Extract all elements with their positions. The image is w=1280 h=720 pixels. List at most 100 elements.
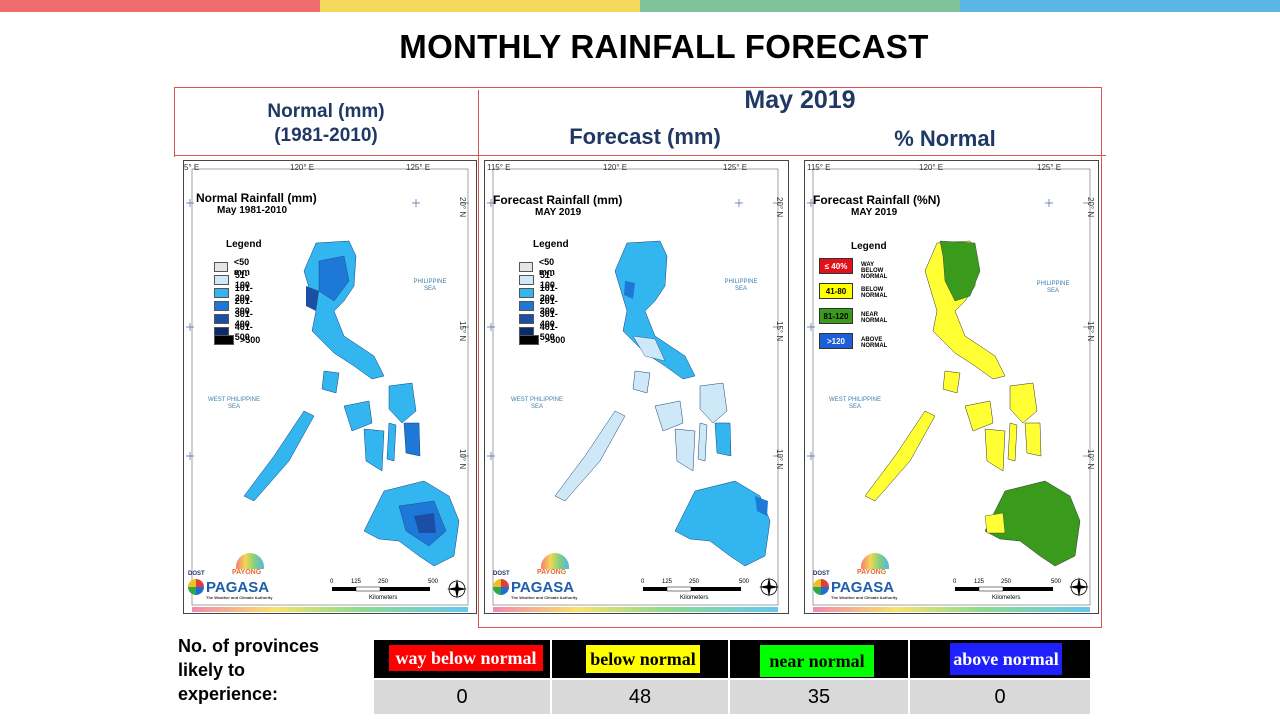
grid-line-mid (478, 90, 479, 627)
legend-item: <50 mm (214, 257, 256, 277)
sea-label-west: WEST PHILIPPINE SEA (829, 397, 881, 410)
grid-line-panel-bottom (478, 627, 1102, 628)
pagasa-logo: DOST PAYONG PAGASA The Weather and Clima… (489, 553, 579, 605)
map-panel-normal: 5° E 120° E 125° E 20° N 15° N 10° N Nor… (183, 160, 477, 614)
map-panel-forecast: 115° E 120° E 125° E 20° N 15° N 10° N F… (484, 160, 789, 614)
grid-line-header-bottom (174, 155, 1106, 156)
panel-subtitle-normal: May 1981-2010 (217, 205, 288, 216)
lon-label-120: 120° E (919, 163, 944, 172)
category-label-above: above normal (950, 643, 1062, 675)
island-cebu (1007, 422, 1018, 462)
island-cebu (386, 422, 397, 462)
lat-label-15: 15° N (1086, 321, 1095, 342)
map-forecast (487, 168, 781, 612)
island-samar (699, 382, 728, 424)
island-mindanao (674, 480, 771, 567)
legend-title-forecast: Legend (533, 239, 569, 250)
legend-label: ABOVE NORMAL (861, 337, 888, 349)
panel-title-forecast: Forecast Rainfall (mm) (493, 193, 623, 207)
bar-segment-yellow (320, 0, 640, 12)
legend-label: BELOW NORMAL (861, 287, 888, 299)
region-mindanao-darker (414, 513, 436, 533)
region-luzon-dark (624, 281, 635, 299)
lon-label-120: 120° E (290, 163, 315, 172)
legend-label: NEAR NORMAL (861, 312, 888, 324)
lat-label-20: 20° N (458, 197, 467, 218)
scale-tick-125: 125 (974, 579, 985, 585)
normal-header-line2: (1981-2010) (274, 125, 378, 146)
legend-item: >500 (214, 335, 260, 345)
sea-label-philippine: PHILIPPINE SEA (1036, 281, 1070, 294)
sea-label-philippine: PHILIPPINE SEA (724, 279, 758, 292)
category-label-near: near normal (760, 645, 874, 677)
legend-swatch: >120 (819, 333, 853, 349)
scale-tick-500: 500 (1051, 579, 1062, 585)
legend-item: >500 (519, 335, 565, 345)
island-palawan (554, 410, 626, 502)
pagasa-logo: DOST PAYONG PAGASA The Weather and Clima… (188, 553, 278, 605)
scale-tick-250: 250 (378, 579, 389, 585)
map-panel-pct-normal: 115° E 120° E 125° E 20° N 15° N 10° N F… (804, 160, 1099, 614)
sea-label-west: WEST PHILIPPINE SEA (511, 397, 563, 410)
pagasa-logo: DOST PAYONG PAGASA The Weather and Clima… (809, 553, 899, 605)
scale-tick-500: 500 (739, 579, 750, 585)
island-leyte (1024, 422, 1042, 457)
grid-line-top (174, 87, 1102, 88)
page-title: MONTHLY RAINFALL FORECAST (399, 28, 929, 65)
scale-tick-0: 0 (953, 579, 957, 585)
island-negros (674, 428, 696, 472)
scale-tick-0: 0 (330, 579, 334, 585)
category-label-way-below: way below normal (389, 645, 543, 671)
island-mindoro (321, 370, 340, 394)
lat-label-20: 20° N (1086, 197, 1095, 218)
island-panay (654, 400, 684, 432)
region-luzon-light (632, 335, 666, 362)
island-negros (984, 428, 1006, 472)
bar-segment-green (640, 0, 960, 12)
month-header: May 2019 (744, 86, 856, 114)
map-pct-normal (807, 168, 1091, 612)
island-negros (363, 428, 385, 472)
island-samar (1009, 382, 1038, 424)
legend-item: 51-100 (519, 270, 560, 290)
normal-header-line1: Normal (mm) (267, 101, 385, 122)
normal-header: Normal (mm) (1981-2010) (174, 100, 478, 148)
north-arrow-icon (1069, 577, 1089, 597)
legend-title-pct: Legend (851, 241, 887, 252)
island-panay (343, 400, 373, 432)
panel-title-normal: Normal Rainfall (mm) (196, 191, 317, 205)
scale-tick-125: 125 (662, 579, 673, 585)
island-mindoro (632, 370, 651, 394)
forecast-header: Forecast (mm) (569, 124, 721, 149)
lon-label-125: 125° E (723, 163, 748, 172)
island-palawan (243, 410, 315, 502)
legend-title-normal: Legend (226, 239, 262, 250)
island-leyte (714, 422, 732, 457)
island-cebu (697, 422, 708, 462)
region-mindanao-dark (755, 496, 768, 516)
scale-tick-250: 250 (1001, 579, 1012, 585)
lat-label-10: 10° N (458, 449, 467, 470)
legend-label: WAY BELOW NORMAL (861, 262, 888, 280)
north-arrow-icon (759, 577, 779, 597)
legend-swatch: 81-120 (819, 308, 853, 324)
top-color-bar (0, 0, 1280, 12)
lon-label-115: 115° E (487, 163, 511, 172)
island-panay (964, 400, 994, 432)
panel-subtitle-forecast: MAY 2019 (535, 207, 582, 218)
lon-label-115: 5° E (184, 163, 200, 172)
legend-swatch: 41-80 (819, 283, 853, 299)
count-way-below: 0 (374, 680, 550, 714)
panel-title-pct-normal: Forecast Rainfall (%N) (813, 193, 941, 207)
count-below: 48 (552, 680, 728, 714)
pct-normal-header: % Normal (894, 126, 996, 151)
legend-item: 201-300 (214, 296, 258, 316)
island-luzon (614, 240, 696, 380)
lat-label-10: 10° N (775, 449, 784, 470)
lat-label-20: 20° N (775, 197, 784, 218)
lat-label-15: 15° N (775, 321, 784, 342)
scale-bar (643, 586, 741, 592)
category-label-below: below normal (586, 645, 700, 673)
region-luzon-green (939, 240, 981, 302)
scale-unit: Kilometers (680, 595, 709, 601)
